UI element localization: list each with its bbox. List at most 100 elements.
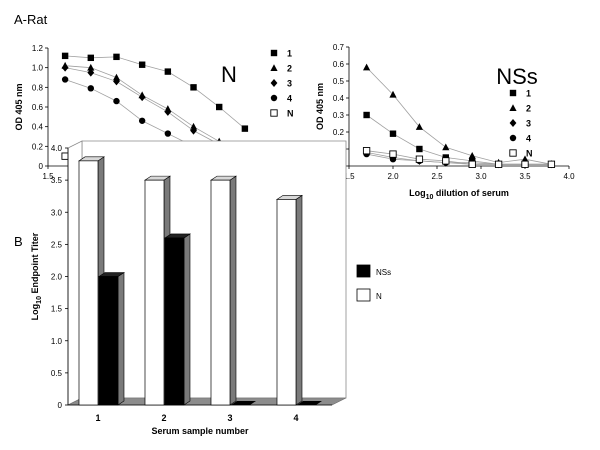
data-point — [61, 63, 69, 72]
panel-a-label: A-Rat — [14, 12, 48, 27]
panel-text: N — [221, 62, 237, 87]
data-point — [61, 152, 69, 160]
bar-nss-side — [183, 233, 191, 406]
y-tick-label: 1.2 — [32, 44, 44, 53]
bar-nss — [98, 276, 119, 406]
legend-swatch — [356, 264, 371, 278]
data-point — [138, 61, 146, 68]
data-point — [138, 93, 146, 102]
y-tick-label: 0.8 — [32, 83, 44, 92]
panel-b-label: B — [14, 234, 23, 249]
series-line — [65, 55, 246, 129]
data-point — [468, 152, 476, 159]
y-tick-label: 0 — [58, 401, 63, 410]
legend-label: 3 — [287, 79, 292, 89]
y-tick-label: 4.0 — [51, 144, 63, 153]
x-tick-label: 2 — [161, 413, 166, 423]
data-point — [521, 160, 529, 168]
x-tick-label: 3 — [227, 413, 232, 423]
legend-swatch — [356, 288, 371, 302]
x-tick-label: 1.5 — [343, 172, 355, 181]
x-axis-label: Serum sample number — [151, 426, 249, 436]
y-tick-label: 1.5 — [51, 305, 63, 314]
legend-marker — [509, 149, 517, 157]
legend-marker — [270, 64, 278, 71]
data-point — [521, 155, 529, 163]
y-axis-label: Log10 Endpoint Titer — [30, 232, 43, 320]
legend-label: N — [526, 149, 533, 159]
data-point — [389, 150, 397, 158]
data-point — [216, 103, 223, 111]
data-point — [87, 68, 95, 77]
data-point — [164, 68, 172, 75]
data-point — [112, 73, 121, 81]
bar-n-side — [229, 175, 237, 406]
data-point — [362, 147, 371, 155]
data-point — [138, 117, 146, 124]
data-point — [241, 125, 249, 132]
data-point — [61, 52, 69, 60]
bar-n — [78, 160, 99, 406]
data-point — [190, 126, 197, 135]
legend-marker — [509, 134, 517, 142]
y-tick-label: 0.5 — [333, 77, 345, 86]
data-point — [363, 111, 370, 119]
data-point — [416, 145, 423, 153]
bar-n-side — [295, 194, 303, 406]
x-tick-label: 4 — [293, 413, 298, 423]
data-point — [389, 90, 397, 98]
data-point — [113, 53, 120, 61]
data-point — [113, 77, 120, 86]
legend-marker — [509, 119, 517, 127]
x-tick-label: 3.0 — [475, 172, 487, 181]
y-tick-label: 0.2 — [333, 128, 345, 137]
bar-nss — [231, 401, 256, 405]
y-axis-label: OD 405 nm — [315, 83, 325, 130]
x-tick-label: 2.0 — [387, 172, 399, 181]
data-point — [61, 76, 69, 83]
x-axis-label: Log10 dilution of serum — [409, 188, 509, 201]
y-tick-label: 0.7 — [333, 43, 345, 52]
legend-label: 2 — [526, 104, 531, 114]
legend-marker — [270, 79, 278, 87]
y-tick-label: 3.5 — [51, 176, 63, 185]
legend-label: N — [376, 292, 382, 301]
y-tick-label: 0.3 — [333, 111, 345, 120]
legend-label: 1 — [526, 89, 531, 99]
legend-marker — [270, 94, 278, 102]
y-tick-label: 2.5 — [51, 240, 63, 249]
y-tick-label: 2.0 — [51, 273, 63, 282]
y-tick-label: 0.2 — [32, 142, 44, 151]
bar-nss-side — [117, 271, 125, 406]
data-point — [468, 160, 476, 168]
bar-nss — [297, 401, 322, 405]
chart-nss-od: 1.52.02.53.03.54.000.10.20.30.40.50.60.7… — [315, 43, 575, 201]
legend-marker — [270, 109, 278, 117]
chart-endpoint-titer: 0 0.5 1.0 1.5 2.0 2.5 3.0 3.5 4.0 1 2 3 4 Serum sampl… — [30, 140, 391, 436]
data-point — [164, 107, 172, 116]
data-point — [494, 160, 503, 168]
legend-label: NSs — [376, 268, 391, 277]
legend-label: 4 — [287, 94, 292, 104]
x-tick-label: 1 — [95, 413, 100, 423]
y-tick-label: 3.0 — [51, 208, 63, 217]
legend-label: 3 — [526, 119, 531, 129]
series-line — [366, 150, 552, 165]
data-point — [113, 97, 120, 105]
panel-text: NSs — [496, 64, 538, 89]
y-tick-label: 1.0 — [32, 64, 44, 73]
x-tick-label: 3.5 — [519, 172, 531, 181]
data-point — [164, 130, 172, 137]
y-tick-label: 0 — [39, 162, 44, 171]
data-point — [547, 160, 556, 168]
legend-marker — [509, 104, 517, 111]
y-tick-label: 1.0 — [51, 337, 63, 346]
y-tick-label: 0.5 — [51, 369, 63, 378]
y-tick-label: 0.4 — [32, 123, 44, 132]
series-line — [65, 65, 246, 156]
y-tick-label: 0.6 — [333, 60, 345, 69]
data-point — [189, 122, 198, 130]
legend-marker — [270, 49, 278, 57]
legend-label: 4 — [526, 134, 531, 144]
